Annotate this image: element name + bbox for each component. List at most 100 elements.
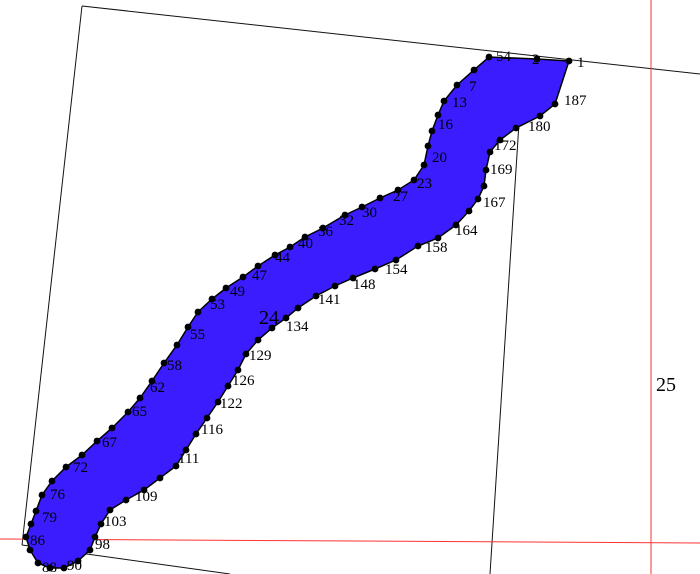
vertex-label: 7 bbox=[469, 79, 477, 95]
vertex-dot bbox=[331, 282, 339, 290]
vertex-label: 187 bbox=[564, 93, 587, 109]
vertex-label: 141 bbox=[318, 292, 341, 308]
vertex-dot bbox=[282, 314, 290, 322]
vertex-dot bbox=[122, 496, 130, 504]
vertex-label: 23 bbox=[417, 176, 432, 192]
vertex-dot bbox=[512, 124, 520, 132]
vertex-dot bbox=[271, 251, 279, 259]
vertex-dot bbox=[420, 161, 428, 169]
vertex-dot bbox=[38, 491, 46, 499]
vertex-dot bbox=[140, 486, 148, 494]
vertex-dot bbox=[428, 127, 436, 135]
vertex-dot bbox=[173, 341, 181, 349]
vertex-dot bbox=[480, 182, 488, 190]
parcel-polygon[interactable] bbox=[25, 56, 571, 569]
vertex-label: 79 bbox=[42, 510, 57, 526]
vertex-dot bbox=[32, 507, 40, 515]
vertex-dot bbox=[62, 463, 70, 471]
vertex-label: 164 bbox=[455, 223, 478, 239]
vertex-label: 16 bbox=[438, 117, 454, 133]
vertex-label: 49 bbox=[230, 284, 245, 300]
vertex-dot bbox=[108, 424, 116, 432]
vertex-dot bbox=[74, 557, 82, 565]
vertex-dot bbox=[254, 262, 262, 270]
vertex-label: 13 bbox=[452, 95, 467, 111]
vertex-label: 172 bbox=[494, 138, 517, 154]
vertex-label: 1 bbox=[577, 55, 585, 71]
vertex-dot bbox=[371, 265, 379, 273]
vertex-dot bbox=[486, 148, 494, 156]
vertex-dot bbox=[26, 546, 34, 554]
parcel-label-24: 24 bbox=[259, 307, 279, 329]
vertex-label: 111 bbox=[178, 451, 199, 467]
vertex-label: 116 bbox=[201, 422, 223, 438]
vertex-label: 134 bbox=[286, 319, 309, 335]
vertex-dot bbox=[312, 292, 320, 300]
vertex-dot bbox=[136, 394, 144, 402]
vertex-label: 122 bbox=[220, 396, 243, 412]
vertex-dot bbox=[242, 350, 250, 358]
vertex-dot bbox=[268, 324, 276, 332]
vertex-label: 86 bbox=[30, 533, 46, 549]
vertex-dot bbox=[208, 295, 216, 303]
vertex-dot bbox=[172, 462, 180, 470]
vertex-label: 72 bbox=[73, 460, 88, 476]
vertex-dot bbox=[22, 533, 30, 541]
vertex-dot bbox=[294, 304, 302, 312]
vertex-dot bbox=[97, 520, 105, 528]
vertex-label: 76 bbox=[50, 487, 66, 503]
vertex-label: 109 bbox=[135, 489, 158, 505]
vertex-dot bbox=[182, 446, 190, 454]
vertex-label: 27 bbox=[393, 189, 409, 205]
vertex-dot bbox=[194, 308, 202, 316]
vertex-dot bbox=[124, 408, 132, 416]
vertex-label: 65 bbox=[132, 404, 147, 420]
boundary-line bbox=[489, 91, 522, 574]
vertex-dot bbox=[234, 366, 242, 374]
vertex-markers bbox=[22, 53, 573, 572]
vertex-label: 103 bbox=[104, 514, 127, 530]
vertex-dot bbox=[452, 221, 460, 229]
vertex-dot bbox=[453, 81, 461, 89]
vertex-dot bbox=[46, 564, 54, 572]
vertex-dot bbox=[551, 100, 559, 108]
vertex-dot bbox=[465, 207, 473, 215]
vertex-label: 67 bbox=[102, 435, 118, 451]
vertex-dot bbox=[440, 97, 448, 105]
vertex-label: 180 bbox=[528, 119, 551, 135]
vertex-label: 47 bbox=[252, 268, 268, 284]
vertex-dot bbox=[410, 176, 418, 184]
boundary-line bbox=[81, 5, 700, 75]
vertex-dot bbox=[286, 243, 294, 251]
parcel-label-25: 25 bbox=[656, 374, 676, 396]
vertex-dot bbox=[93, 437, 101, 445]
vertex-dot bbox=[184, 323, 192, 331]
vertex-label: 58 bbox=[167, 358, 182, 374]
vertex-dot bbox=[496, 136, 504, 144]
vertex-dot bbox=[536, 112, 544, 120]
vertex-dot bbox=[192, 430, 200, 438]
vertex-dot bbox=[414, 242, 422, 250]
vertex-label: 169 bbox=[490, 162, 513, 178]
vertex-label: 36 bbox=[318, 224, 334, 240]
vertex-dot bbox=[106, 506, 114, 514]
vertex-dot bbox=[434, 234, 442, 242]
vertex-dot bbox=[341, 211, 349, 219]
vertex-dot bbox=[474, 195, 482, 203]
vertex-label: 158 bbox=[425, 240, 448, 256]
vertex-dot bbox=[27, 520, 35, 528]
vertex-label: 30 bbox=[362, 205, 377, 221]
vertex-dot bbox=[203, 414, 211, 422]
vertex-label: 54 bbox=[496, 49, 512, 65]
grid-line bbox=[0, 538, 700, 544]
vertex-dot bbox=[160, 359, 168, 367]
vertex-dot bbox=[224, 382, 232, 390]
vertex-dot bbox=[376, 194, 384, 202]
vertex-dot bbox=[358, 203, 366, 211]
vertex-label: 53 bbox=[210, 297, 225, 313]
vertex-dot bbox=[239, 273, 247, 281]
vertex-dot bbox=[34, 559, 42, 567]
vertex-dot bbox=[222, 284, 230, 292]
